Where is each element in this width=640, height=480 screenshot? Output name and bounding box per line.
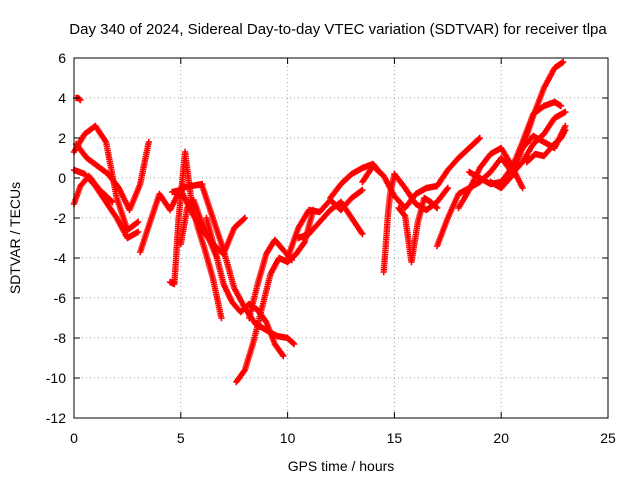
y-tick-label: -6: [54, 290, 67, 306]
x-tick-label: 10: [280, 430, 296, 446]
series-arc-23: [487, 58, 567, 192]
data-point-markers: [487, 58, 567, 192]
series-arc-19: [395, 194, 441, 266]
grid-layer: [74, 58, 608, 418]
series-arc-18: [380, 170, 451, 276]
x-tick-label: 15: [387, 430, 403, 446]
y-tick-label: 0: [58, 170, 66, 186]
y-tick-label: -10: [46, 370, 66, 386]
data-point-markers: [72, 138, 152, 214]
plot-frame: [73, 57, 609, 419]
data-point-markers: [246, 236, 296, 322]
x-tick-label: 5: [177, 430, 185, 446]
y-tick-label: -2: [54, 210, 67, 226]
series-arc-15: [295, 198, 366, 242]
y-tick-label: 2: [58, 130, 66, 146]
chart-title: Day 340 of 2024, Sidereal Day-to-day VTE…: [69, 21, 607, 38]
data-point-markers: [295, 198, 366, 242]
series-arc-13: [246, 236, 296, 322]
data-point-markers: [380, 170, 451, 276]
x-tick-label: 20: [493, 430, 509, 446]
y-axis-label: SDTVAR / TECUs: [7, 182, 23, 294]
x-axis-label: GPS time / hours: [288, 458, 395, 474]
y-tick-label: 4: [58, 90, 66, 106]
y-tick-label: -4: [54, 250, 67, 266]
x-tick-label: 0: [70, 430, 78, 446]
series-arc-24: [508, 108, 569, 178]
y-tick-label: 6: [58, 50, 66, 66]
data-point-markers: [455, 144, 526, 212]
series-arc-26: [523, 126, 569, 166]
data-point-markers: [508, 108, 569, 178]
y-tick-label: -12: [46, 410, 66, 426]
x-tick-label: 25: [600, 430, 616, 446]
y-tick-label: -8: [54, 330, 67, 346]
data-point-markers: [523, 126, 569, 166]
tick-layer: [73, 57, 609, 419]
series-arc-2: [72, 138, 152, 214]
data-point-markers: [395, 194, 441, 266]
label-layer: 0 5 10 15 20 25 -12 -10 -8 -6 -4 -2 0 2 4 6: [46, 50, 616, 446]
series-arc-21: [455, 144, 526, 212]
